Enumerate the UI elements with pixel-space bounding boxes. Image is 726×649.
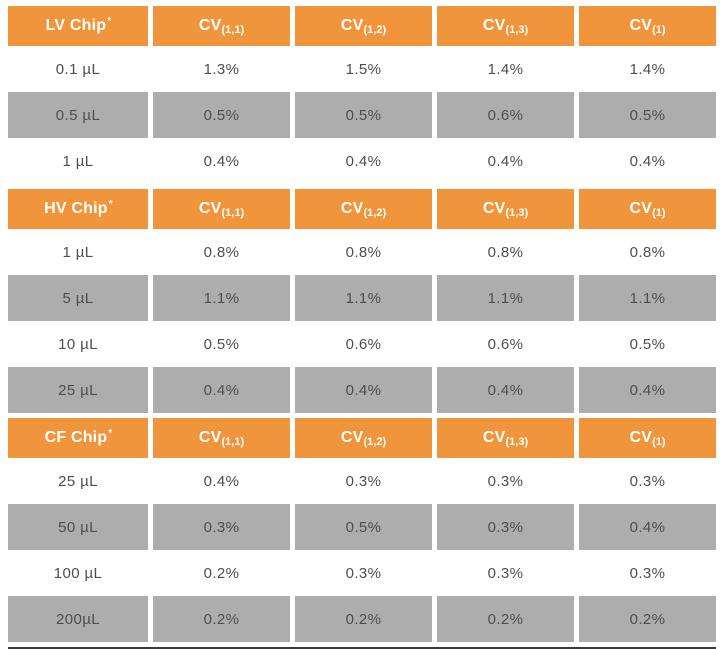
chip-table-section: HV Chip * CV (1,1) CV (1,2) CV (1,3) CV (1) 1…	[8, 189, 716, 413]
cv-value-cell: 0.5%	[153, 321, 290, 367]
bottom-rule	[8, 647, 716, 649]
cv-value-cell: 0.5%	[579, 92, 716, 138]
cv-value-cell: 0.5%	[153, 92, 290, 138]
cv-value-cell: 0.4%	[295, 367, 432, 413]
cv-column-header: CV (1)	[579, 189, 716, 229]
cv-value-cell: 0.3%	[437, 550, 574, 596]
cv-value-cell: 0.3%	[437, 504, 574, 550]
cv-column-header: CV (1,1)	[153, 418, 290, 458]
cv-value-cell: 0.4%	[579, 367, 716, 413]
cv-value-cell: 1.3%	[153, 46, 290, 92]
cv-value-cell: 0.5%	[295, 504, 432, 550]
cv-value-cell: 0.5%	[579, 321, 716, 367]
cv-value-cell: 0.6%	[437, 92, 574, 138]
table-header-row: LV Chip * CV (1,1) CV (1,2) CV (1,3) CV (1)	[8, 6, 716, 46]
cv-value-cell: 0.3%	[295, 550, 432, 596]
cv-column-header: CV (1,2)	[295, 189, 432, 229]
volume-cell: 5 µL	[8, 275, 148, 321]
volume-cell: 0.5 µL	[8, 92, 148, 138]
chip-footnote-asterisk: *	[108, 427, 113, 439]
volume-cell: 1 µL	[8, 138, 148, 184]
cv-column-header: CV (1)	[579, 418, 716, 458]
cv-value-cell: 0.8%	[153, 229, 290, 275]
cv-column-header: CV (1,3)	[437, 189, 574, 229]
cv-column-header: CV (1)	[579, 6, 716, 46]
cv-value-cell: 1.1%	[579, 275, 716, 321]
chip-footnote-asterisk: *	[107, 15, 112, 27]
cv-value-cell: 1.1%	[153, 275, 290, 321]
cv-value-cell: 0.4%	[153, 458, 290, 504]
cv-value-cell: 0.4%	[579, 138, 716, 184]
cv-value-cell: 0.6%	[295, 321, 432, 367]
cv-value-cell: 0.4%	[437, 367, 574, 413]
volume-cell: 200µL	[8, 596, 148, 642]
table-row: 0.1 µL 1.3% 1.5% 1.4% 1.4%	[8, 46, 716, 92]
chip-name-header-cell: LV Chip *	[8, 6, 148, 46]
cv-value-cell: 0.3%	[579, 458, 716, 504]
table-row: 25 µL 0.4% 0.3% 0.3% 0.3%	[8, 458, 716, 504]
cv-value-cell: 0.5%	[295, 92, 432, 138]
cv-value-cell: 0.2%	[437, 596, 574, 642]
table-row: 0.5 µL 0.5% 0.5% 0.6% 0.5%	[8, 92, 716, 138]
table-row: 1 µL 0.4% 0.4% 0.4% 0.4%	[8, 138, 716, 184]
cv-value-cell: 0.2%	[153, 550, 290, 596]
chip-name-header-cell: HV Chip *	[8, 189, 148, 229]
chip-name-header-cell: CF Chip *	[8, 418, 148, 458]
volume-cell: 50 µL	[8, 504, 148, 550]
chip-name-label: HV Chip	[44, 200, 108, 217]
cv-column-header: CV (1,3)	[437, 418, 574, 458]
cv-value-cell: 0.3%	[295, 458, 432, 504]
table-row: 50 µL 0.3% 0.5% 0.3% 0.4%	[8, 504, 716, 550]
cv-value-cell: 0.4%	[153, 138, 290, 184]
table-header-row: CF Chip * CV (1,1) CV (1,2) CV (1,3) CV (1)	[8, 418, 716, 458]
volume-cell: 25 µL	[8, 367, 148, 413]
cv-value-cell: 0.8%	[437, 229, 574, 275]
chip-footnote-asterisk: *	[108, 198, 113, 210]
volume-cell: 10 µL	[8, 321, 148, 367]
chip-table-section: LV Chip * CV (1,1) CV (1,2) CV (1,3) CV (1) 0…	[8, 6, 716, 184]
cv-column-header: CV (1,1)	[153, 189, 290, 229]
table-body: 1 µL 0.8% 0.8% 0.8% 0.8% 5 µL 1.1% 1.1% …	[8, 229, 716, 413]
table-row: 5 µL 1.1% 1.1% 1.1% 1.1%	[8, 275, 716, 321]
volume-cell: 0.1 µL	[8, 46, 148, 92]
cv-value-cell: 0.3%	[579, 550, 716, 596]
cv-value-cell: 0.8%	[295, 229, 432, 275]
volume-cell: 100 µL	[8, 550, 148, 596]
table-row: 1 µL 0.8% 0.8% 0.8% 0.8%	[8, 229, 716, 275]
table-row: 200µL 0.2% 0.2% 0.2% 0.2%	[8, 596, 716, 642]
cv-value-cell: 1.4%	[579, 46, 716, 92]
table-row: 100 µL 0.2% 0.3% 0.3% 0.3%	[8, 550, 716, 596]
chip-name-label: LV Chip	[45, 17, 107, 34]
cv-value-cell: 1.5%	[295, 46, 432, 92]
table-row: 10 µL 0.5% 0.6% 0.6% 0.5%	[8, 321, 716, 367]
table-body: 0.1 µL 1.3% 1.5% 1.4% 1.4% 0.5 µL 0.5% 0…	[8, 46, 716, 184]
cv-value-cell: 0.4%	[437, 138, 574, 184]
cv-value-cell: 0.2%	[295, 596, 432, 642]
cv-value-cell: 1.1%	[437, 275, 574, 321]
cv-value-cell: 0.2%	[153, 596, 290, 642]
cv-value-cell: 0.4%	[295, 138, 432, 184]
cv-value-cell: 1.1%	[295, 275, 432, 321]
cv-column-header: CV (1,2)	[295, 6, 432, 46]
cv-value-cell: 1.4%	[437, 46, 574, 92]
cv-value-cell: 0.8%	[579, 229, 716, 275]
cv-value-cell: 0.4%	[579, 504, 716, 550]
table-row: 25 µL 0.4% 0.4% 0.4% 0.4%	[8, 367, 716, 413]
cv-value-cell: 0.4%	[153, 367, 290, 413]
cv-column-header: CV (1,3)	[437, 6, 574, 46]
table-header-row: HV Chip * CV (1,1) CV (1,2) CV (1,3) CV (1)	[8, 189, 716, 229]
cv-value-cell: 0.6%	[437, 321, 574, 367]
volume-cell: 25 µL	[8, 458, 148, 504]
cv-value-cell: 0.3%	[437, 458, 574, 504]
chip-cv-tables: LV Chip * CV (1,1) CV (1,2) CV (1,3) CV (1) 0…	[8, 6, 716, 642]
chip-name-label: CF Chip	[44, 429, 108, 446]
table-body: 25 µL 0.4% 0.3% 0.3% 0.3% 50 µL 0.3% 0.5…	[8, 458, 716, 642]
cv-value-cell: 0.2%	[579, 596, 716, 642]
cv-column-header: CV (1,1)	[153, 6, 290, 46]
cv-column-header: CV (1,2)	[295, 418, 432, 458]
chip-table-section: CF Chip * CV (1,1) CV (1,2) CV (1,3) CV (1) 2…	[8, 418, 716, 642]
volume-cell: 1 µL	[8, 229, 148, 275]
cv-value-cell: 0.3%	[153, 504, 290, 550]
